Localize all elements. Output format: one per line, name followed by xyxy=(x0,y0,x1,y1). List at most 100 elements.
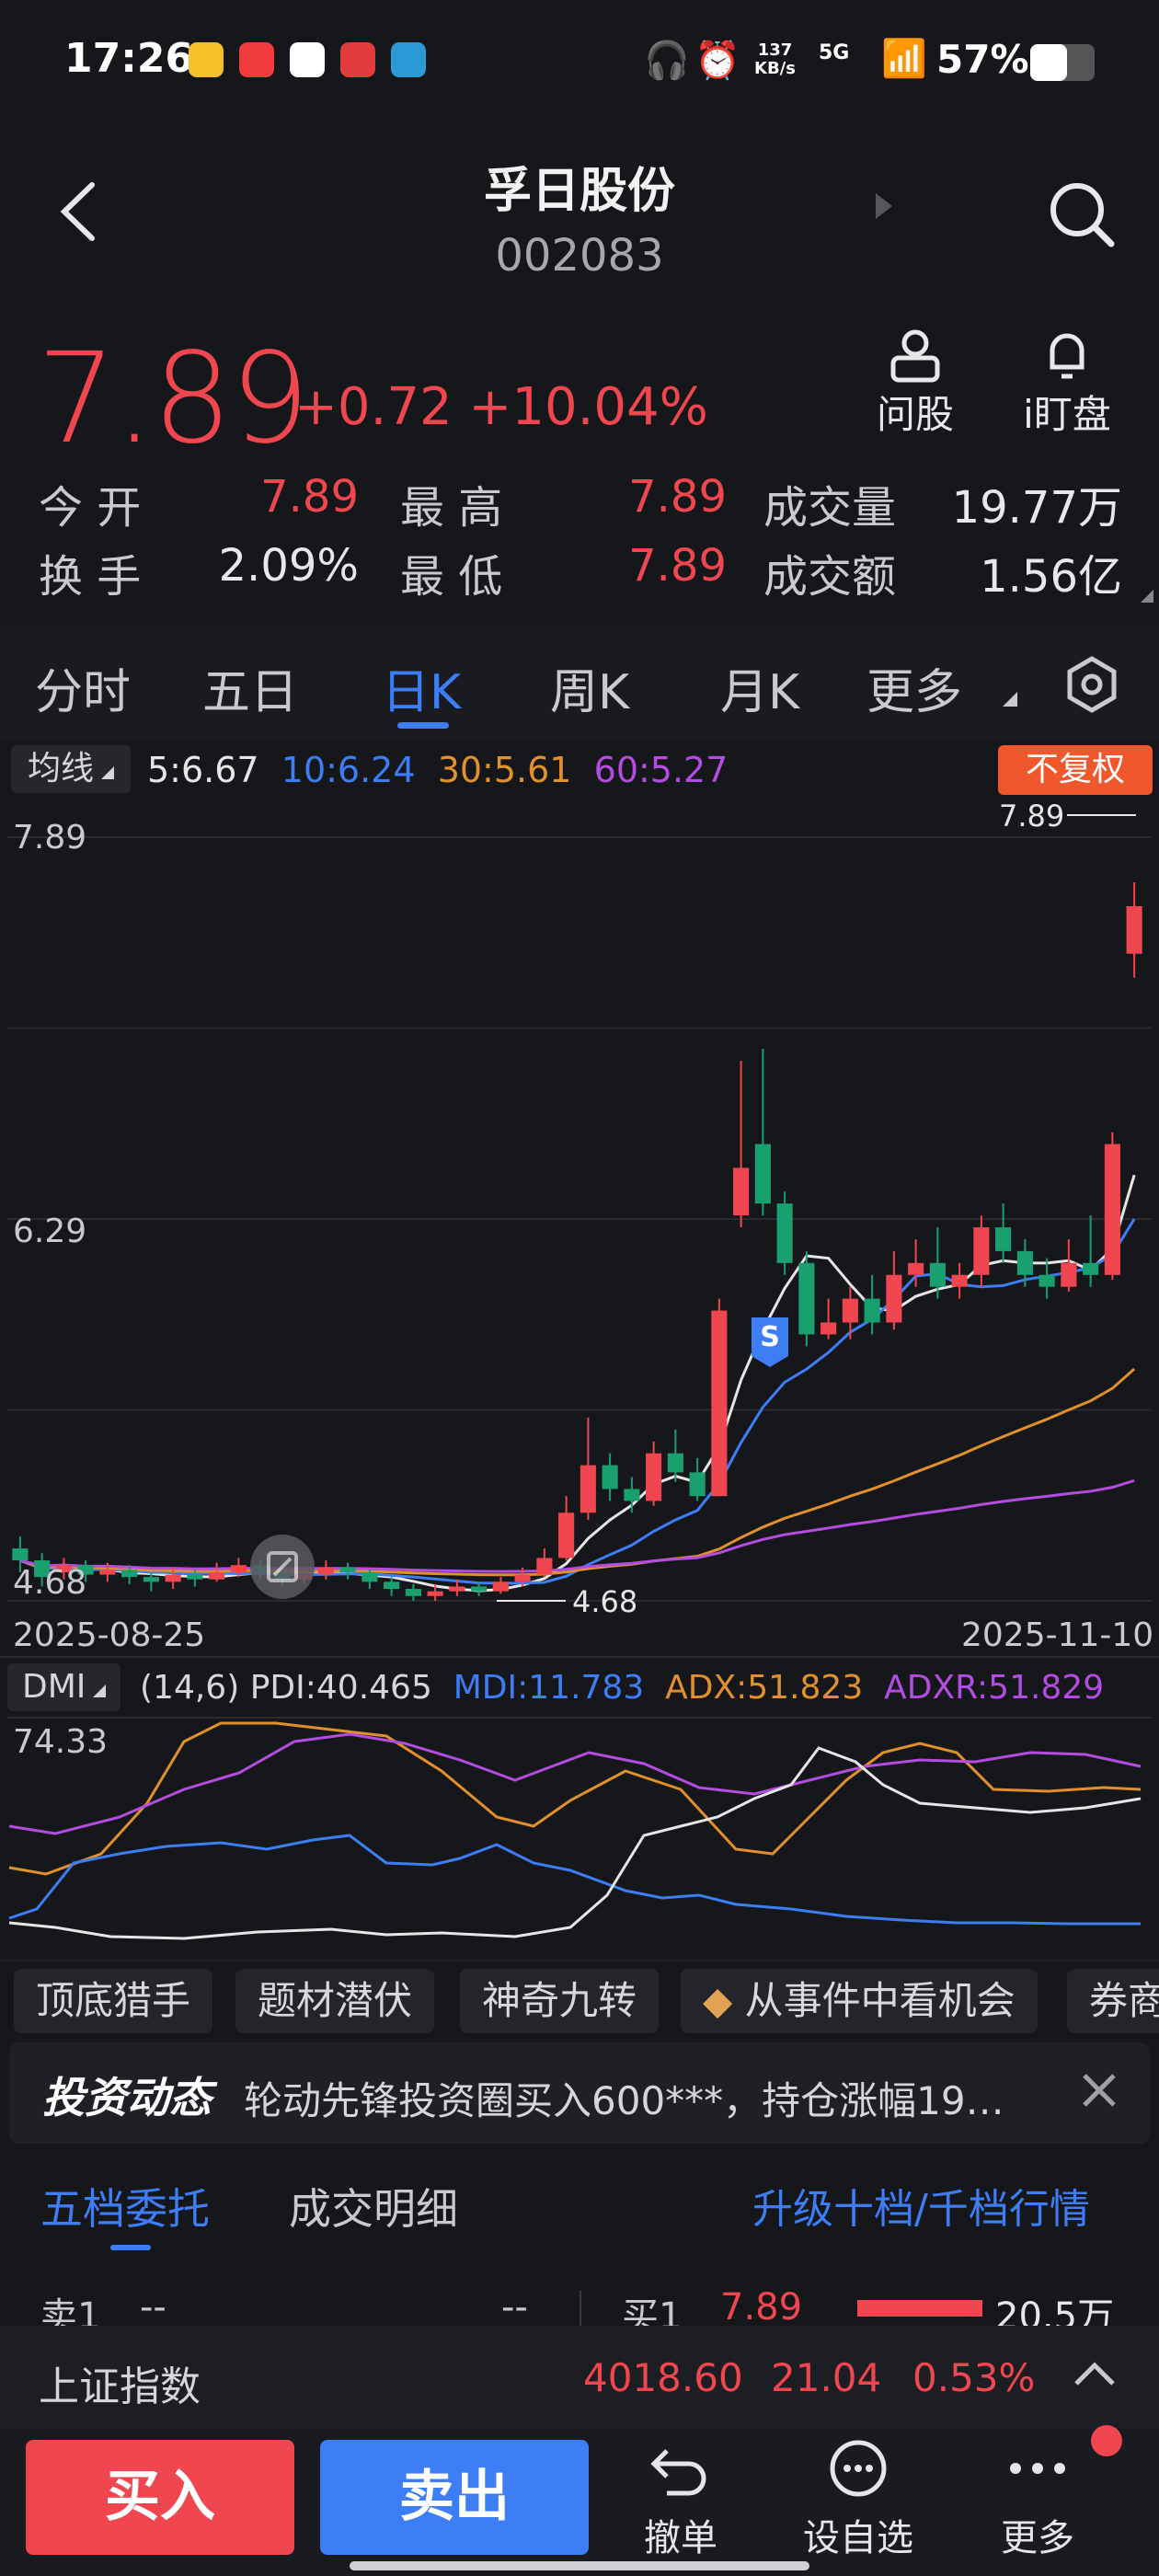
candle-body xyxy=(1104,1144,1120,1275)
cancel-order-button[interactable]: 撤单 xyxy=(625,2438,736,2561)
buy-button[interactable]: 买入 xyxy=(26,2440,294,2555)
candle-body xyxy=(492,1581,509,1592)
search-icon[interactable] xyxy=(1047,179,1117,253)
active-tab-indicator xyxy=(397,722,449,729)
indicator-selector[interactable]: 均线 xyxy=(11,745,132,793)
settings-hex-icon[interactable] xyxy=(1062,655,1121,718)
candle-body xyxy=(1016,1250,1033,1275)
alarm-icon: ⏰ xyxy=(694,40,740,82)
ma10-line xyxy=(19,1218,1136,1585)
stat-turnover-label: 换 手 xyxy=(39,551,142,603)
candle-body xyxy=(514,1574,531,1582)
adjust-button[interactable]: 不复权 xyxy=(998,745,1153,795)
draw-tool-icon[interactable] xyxy=(250,1535,315,1599)
expand-corner-icon[interactable] xyxy=(1141,589,1153,606)
dmi-svg xyxy=(7,1717,1152,1940)
kline-chart[interactable] xyxy=(0,800,1159,1656)
candle-body xyxy=(230,1565,247,1572)
news-ticker[interactable]: 投资动态 轮动先锋投资圈买入600***，持仓涨幅19… xyxy=(9,2042,1150,2144)
candle-body xyxy=(427,1591,443,1596)
upgrade-level-link[interactable]: 升级十档/千档行情 xyxy=(752,2186,1090,2233)
candle-body xyxy=(646,1453,662,1501)
add-watchlist-button[interactable]: 设自选 xyxy=(798,2438,918,2561)
taobao-notification-icon xyxy=(239,42,274,77)
chevron-up-icon[interactable] xyxy=(1073,2360,1117,2391)
tab-more[interactable]: 更多 xyxy=(866,665,963,720)
candle-body xyxy=(471,1586,488,1592)
sell-button[interactable]: 卖出 xyxy=(320,2440,589,2555)
tab-daily-k[interactable]: 日K xyxy=(382,665,462,720)
bell-icon xyxy=(1050,333,1084,379)
buy1-volume-bar xyxy=(857,2300,982,2317)
order-tab-indicator xyxy=(110,2245,151,2250)
candle-body xyxy=(143,1577,159,1582)
candle-body xyxy=(580,1465,596,1513)
more-dots-icon xyxy=(1010,2463,1065,2474)
dmi-selector[interactable]: DMI xyxy=(7,1663,121,1711)
tab-monthly-k[interactable]: 月K xyxy=(720,665,800,720)
candle-body xyxy=(536,1558,553,1575)
dmi-max-label: 74.33 xyxy=(13,1723,109,1761)
candle-body xyxy=(34,1560,51,1578)
signal-s-badge[interactable]: S xyxy=(750,1316,790,1369)
tab-weekly-k[interactable]: 周K xyxy=(550,665,630,720)
diamond-icon: ◆ xyxy=(703,1978,733,2023)
watch-button[interactable]: i盯盘 xyxy=(1023,327,1111,440)
candle-body xyxy=(602,1465,618,1489)
index-value: 4018.60 xyxy=(583,2355,743,2400)
wifi-icon: 📶 xyxy=(881,38,927,80)
news-text: 轮动先锋投资圈买入600***，持仓涨幅19… xyxy=(244,2078,1004,2123)
index-bar[interactable] xyxy=(0,2326,1159,2429)
chip-broker[interactable]: 券商 xyxy=(1067,1969,1159,2033)
date-start: 2025-08-25 xyxy=(13,1616,206,1654)
app2-notification-icon xyxy=(391,42,426,77)
low-marker-label: 4.68 xyxy=(572,1584,638,1619)
candle-body xyxy=(55,1565,72,1572)
candle-body xyxy=(798,1262,815,1335)
stat-volume-label: 成交量 xyxy=(763,482,897,534)
stat-high-value: 7.89 xyxy=(628,471,727,523)
candle-body xyxy=(209,1571,225,1580)
buy1-price: 7.89 xyxy=(720,2286,803,2329)
kline-svg xyxy=(7,814,1152,1602)
tab-order-book[interactable]: 五档委托 xyxy=(40,2184,210,2234)
candle-body xyxy=(12,1548,29,1561)
back-icon[interactable] xyxy=(55,179,101,244)
candle-body xyxy=(733,1167,750,1216)
candle-body xyxy=(667,1453,683,1473)
dmi-values: (14,6) PDI:40.465 MDI:11.783 ADX:51.823 … xyxy=(140,1669,1105,1707)
more-button[interactable]: 更多 xyxy=(982,2438,1093,2561)
section-divider xyxy=(0,1960,1159,1961)
candle-body xyxy=(77,1565,94,1575)
chip-bottom-top-hunter[interactable]: 顶底猎手 xyxy=(14,1969,213,2033)
candle-body xyxy=(99,1570,116,1575)
robot-icon xyxy=(890,329,940,383)
candle-body xyxy=(624,1489,640,1501)
candle-body xyxy=(951,1274,968,1287)
bank-notification-icon xyxy=(340,42,375,77)
dmi-chart[interactable] xyxy=(0,1716,1159,1955)
candle-body xyxy=(689,1472,706,1497)
ask-stock-button[interactable]: 问股 xyxy=(877,327,954,440)
order-divider xyxy=(580,2291,581,2328)
candle-body xyxy=(908,1262,924,1275)
tab-five-day[interactable]: 五日 xyxy=(202,665,299,720)
chip-event-opportunity[interactable]: ◆ 从事件中看机会 xyxy=(681,1969,1038,2033)
candle-body xyxy=(776,1203,793,1263)
candle-body xyxy=(1061,1262,1077,1287)
index-name: 上证指数 xyxy=(39,2363,201,2410)
sell1-price: -- xyxy=(140,2286,166,2329)
next-stock-icon[interactable] xyxy=(872,191,894,224)
top-price-label: 7.89 xyxy=(13,819,87,857)
mid-price-label: 6.29 xyxy=(13,1213,87,1250)
tab-trade-detail[interactable]: 成交明细 xyxy=(289,2184,458,2234)
stat-amount-label: 成交额 xyxy=(763,551,897,603)
index-pct: 0.53% xyxy=(912,2355,1036,2400)
chip-theme-ambush[interactable]: 题材潜伏 xyxy=(235,1969,435,2033)
tab-intraday[interactable]: 分时 xyxy=(35,665,132,720)
chip-magic-nine[interactable]: 神奇九转 xyxy=(460,1969,660,2033)
headphone-icon: 🎧 xyxy=(644,40,690,82)
close-icon[interactable] xyxy=(1081,2072,1118,2112)
stat-high-label: 最 高 xyxy=(400,482,503,534)
stock-code: 002083 xyxy=(495,230,664,282)
